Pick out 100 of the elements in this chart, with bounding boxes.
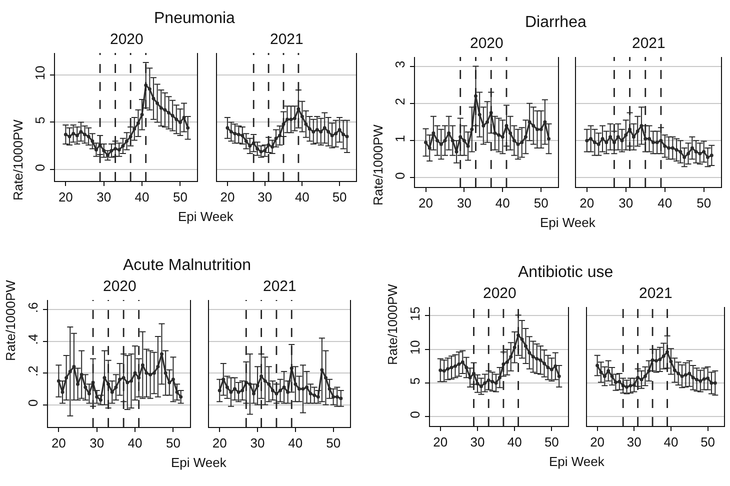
point (632, 383, 636, 387)
x-tick-label: 50 (700, 434, 716, 450)
point (171, 378, 175, 382)
point (218, 388, 222, 392)
chart-subtitle: 2021 (263, 278, 296, 295)
point (602, 374, 606, 378)
point (132, 127, 136, 131)
point (524, 344, 528, 348)
point (604, 140, 608, 144)
point (133, 371, 137, 375)
chart-title: Pneumonia (154, 10, 236, 27)
point (75, 134, 79, 138)
point (516, 142, 520, 146)
point (432, 131, 436, 135)
point (528, 120, 532, 124)
point (520, 338, 524, 342)
point (286, 390, 290, 394)
point (301, 387, 305, 391)
point (505, 360, 509, 364)
point (546, 366, 550, 370)
point (64, 376, 68, 380)
y-tick-label: 10 (32, 66, 48, 80)
y-tick-label: 0 (392, 172, 408, 180)
x-tick-label: 50 (544, 434, 559, 450)
point (713, 381, 717, 385)
point (233, 132, 237, 136)
x-tick-label: 30 (96, 190, 112, 205)
point (647, 369, 651, 373)
point (236, 390, 240, 394)
chart-subtitle: 2020 (103, 278, 136, 295)
point (659, 138, 663, 142)
point (72, 132, 76, 136)
point (308, 127, 312, 131)
x-tick-label: 30 (456, 196, 472, 211)
chart-subtitle: 2021 (632, 35, 666, 52)
chart-title: Diarrhea (525, 14, 586, 31)
point (592, 140, 596, 144)
x-tick-label: 50 (534, 196, 548, 211)
point (531, 355, 535, 358)
point (56, 379, 60, 383)
y-tick-label: 3 (392, 60, 408, 68)
point (669, 360, 673, 364)
point (324, 376, 328, 380)
point (710, 381, 714, 385)
point (640, 378, 644, 382)
point (439, 142, 443, 146)
point (438, 368, 442, 372)
point (674, 148, 678, 152)
x-tick-label: 40 (507, 434, 522, 450)
point (500, 135, 504, 139)
point (300, 114, 304, 118)
chart-title: Antibiotic use (518, 264, 614, 281)
chart-subtitle: 2021 (639, 285, 672, 302)
point (458, 135, 462, 139)
point (289, 118, 293, 122)
x-axis-title: Epi Week (171, 455, 227, 470)
chart-subtitle: 2020 (470, 35, 504, 52)
point (643, 374, 647, 378)
point (270, 388, 274, 392)
point (326, 130, 330, 134)
y-tick-label: 15 (408, 306, 423, 322)
point (342, 132, 346, 136)
point (156, 102, 160, 105)
point (450, 138, 454, 142)
point (240, 134, 244, 138)
point (319, 130, 323, 134)
point (466, 144, 470, 148)
point (424, 140, 428, 144)
y-tick-label: 5 (408, 377, 423, 385)
point (72, 364, 76, 368)
point (624, 133, 628, 137)
point (648, 136, 652, 140)
y-tick-label: 1 (392, 135, 408, 142)
x-tick-label: 30 (90, 436, 104, 451)
point (464, 366, 468, 370)
point (636, 130, 640, 134)
point (125, 139, 129, 143)
point (320, 368, 324, 372)
point (174, 118, 178, 122)
point (60, 390, 64, 394)
point (632, 135, 636, 139)
point (244, 139, 248, 143)
point (462, 138, 466, 142)
point (334, 132, 338, 136)
point (260, 374, 264, 378)
point (676, 372, 680, 376)
x-tick-label: 20 (590, 434, 605, 450)
point (186, 126, 190, 130)
y-tick-label: 0 (26, 399, 41, 406)
point (68, 370, 72, 374)
point (179, 395, 183, 399)
point (702, 150, 706, 154)
point (170, 114, 174, 118)
point (443, 138, 447, 142)
point (585, 138, 589, 142)
point (278, 134, 282, 138)
point (148, 87, 152, 91)
point (450, 366, 454, 370)
point (470, 128, 474, 132)
x-tick-label: 20 (418, 196, 433, 211)
